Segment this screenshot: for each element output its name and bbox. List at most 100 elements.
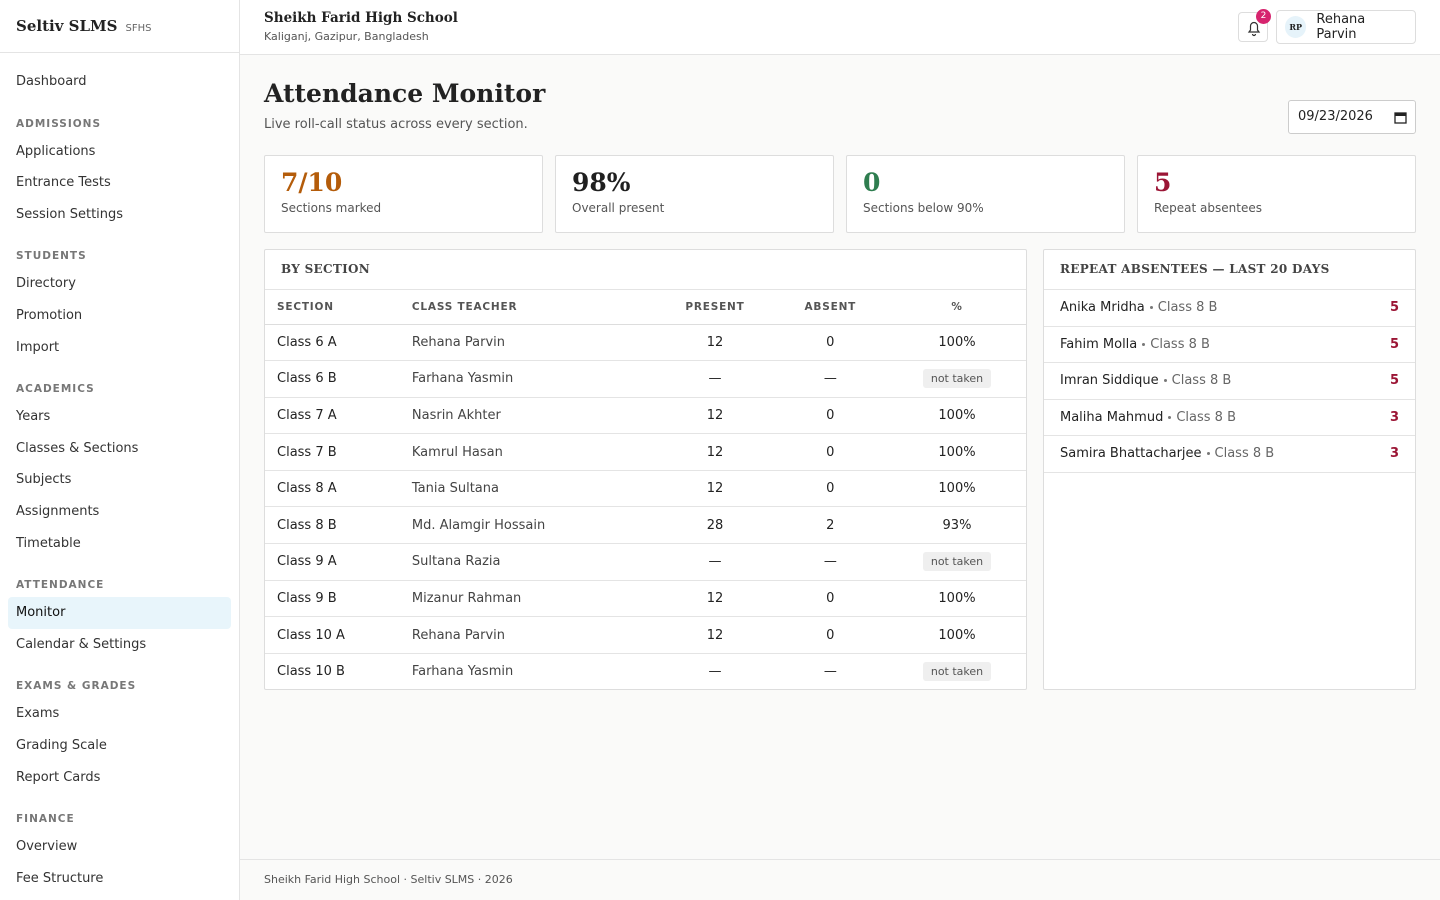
section: Class 9 B xyxy=(265,580,400,618)
column-header: CLASS TEACHER xyxy=(399,290,658,325)
absent: — xyxy=(772,360,888,398)
present: 12 xyxy=(657,580,773,618)
nav-group-label: EXAMS & GRADES xyxy=(16,680,137,693)
section-table: SECTION CLASS TEACHER PRESENT ABSENT% Class … xyxy=(265,290,1026,690)
separator-dot xyxy=(1168,415,1172,419)
nav-item[interactable]: Timetable xyxy=(16,535,81,551)
date-input[interactable]: 09/23/2026 xyxy=(1288,100,1416,134)
absence-count: 3 xyxy=(1389,409,1399,425)
table-row: Class 9 B Mizanur Rahman 12 0 100% xyxy=(265,580,1026,618)
student-class: Class 8 B xyxy=(1202,446,1275,462)
nav-group-label: STUDENTS xyxy=(16,250,87,263)
brand: Seltiv SLMS SFHS xyxy=(0,0,239,53)
percent-cell: not taken xyxy=(887,360,1026,398)
table-row: Class 6 B Farhana Yasmin — — not taken xyxy=(265,360,1026,398)
absent: — xyxy=(772,543,888,581)
nav-item[interactable]: Overview xyxy=(16,839,78,855)
user-menu[interactable]: RP Rehana Parvin xyxy=(1276,10,1416,44)
stat-value: 0 xyxy=(863,168,881,197)
nav-group-label: ATTENDANCE xyxy=(16,579,105,592)
absent: 2 xyxy=(772,506,888,545)
nav-item[interactable]: Import xyxy=(16,339,60,355)
nav-item[interactable]: Exams xyxy=(16,706,60,722)
nav-item[interactable]: Report Cards xyxy=(16,769,101,785)
percent-cell: 100% xyxy=(887,470,1026,508)
brand-name: Seltiv SLMS xyxy=(16,17,118,35)
nav-item[interactable]: Dashboard xyxy=(16,74,87,89)
present: 12 xyxy=(657,616,773,654)
stat-value: 98% xyxy=(572,168,631,197)
teacher: Md. Alamgir Hossain xyxy=(399,506,658,545)
present: — xyxy=(708,664,722,680)
notifications-button[interactable] xyxy=(1238,12,1268,42)
percent-cell: 100% xyxy=(887,580,1026,618)
absent: — xyxy=(823,664,837,680)
absent: 0 xyxy=(772,580,888,618)
section-card: BY SECTION SECTION CLASS TEACHER PRESENT AB… xyxy=(264,249,1027,690)
present: — xyxy=(657,543,773,581)
user-name: Rehana Parvin xyxy=(1316,12,1366,42)
page-title: Attendance Monitor xyxy=(264,79,546,108)
percent-cell: 100% xyxy=(887,433,1026,471)
stat-card: 98% Overall present xyxy=(555,155,834,233)
page-subtitle: Live roll-call status across every secti… xyxy=(264,117,528,132)
section: Class 8 B xyxy=(265,506,400,545)
nav-group-label: FINANCE xyxy=(16,813,75,826)
absence-count: 3 xyxy=(1389,446,1399,462)
table-row: Class 8 A Tania Sultana 12 0 100% xyxy=(265,470,1026,508)
table-row: Class 9 A Sultana Razia — — not taken xyxy=(265,543,1026,581)
section: Class 7 B xyxy=(265,433,400,471)
stat-label: Overall present xyxy=(572,201,665,215)
absent: 0 xyxy=(772,324,888,362)
stat-label: Sections marked xyxy=(281,201,382,215)
absentee-row: Anika Mridha Class 8 B 5 xyxy=(1044,290,1415,327)
notification-count: 2 xyxy=(1256,9,1271,24)
absent: 0 xyxy=(772,616,888,654)
teacher: Farhana Yasmin xyxy=(411,664,514,680)
nav-item[interactable]: Subjects xyxy=(16,472,72,488)
nav-item[interactable]: Promotion xyxy=(16,307,83,323)
stat-value: 7/10 xyxy=(281,168,343,197)
nav-item[interactable]: Monitor xyxy=(8,597,231,629)
nav-item[interactable]: Years xyxy=(16,409,51,425)
teacher: Sultana Razia xyxy=(399,543,658,581)
nav-item[interactable]: Grading Scale xyxy=(16,737,107,753)
bell-icon xyxy=(1247,21,1261,37)
stat-card: 7/10 Sections marked xyxy=(264,155,543,233)
nav-item[interactable]: Fee Structure xyxy=(16,870,104,886)
section: Class 8 A xyxy=(265,470,400,508)
separator-dot xyxy=(1206,452,1210,456)
class-name: Class 8 B xyxy=(1214,446,1275,462)
section: Class 6 A xyxy=(265,324,400,362)
absent: 0 xyxy=(772,397,888,435)
card-title: REPEAT ABSENTEES — LAST 20 DAYS xyxy=(1044,250,1415,290)
column-header: SECTION xyxy=(265,290,400,325)
teacher: Mizanur Rahman xyxy=(399,580,658,618)
user-initials: RP xyxy=(1285,16,1307,38)
stat-label: Repeat absentees xyxy=(1154,201,1262,215)
nav-item[interactable]: Directory xyxy=(16,276,76,292)
nav-item[interactable]: Assignments xyxy=(16,503,100,519)
table-row: Class 7 B Kamrul Hasan 12 0 100% xyxy=(265,433,1026,471)
nav-item[interactable]: Entrance Tests xyxy=(16,175,111,191)
student-class: Class 8 B xyxy=(1137,337,1210,352)
column-header: ABSENT xyxy=(772,290,888,325)
teacher: Nasrin Akhter xyxy=(399,397,658,435)
nav-item[interactable]: Session Settings xyxy=(16,206,124,222)
sidebar: Seltiv SLMS SFHS Dashboard ADMISSIONS Appli… xyxy=(0,0,240,900)
school-location: Kaliganj, Gazipur, Bangladesh xyxy=(264,30,429,43)
nav-item[interactable]: Calendar & Settings xyxy=(16,636,147,652)
absence-count: 5 xyxy=(1389,336,1399,352)
stat-value: 5 xyxy=(1154,168,1172,197)
percent-cell: not taken xyxy=(888,653,1026,690)
school-name: Sheikh Farid High School xyxy=(264,10,458,26)
nav-item[interactable]: Classes & Sections xyxy=(16,440,139,456)
column-header: % xyxy=(887,290,1026,325)
student-name: Samira Bhattacharjee xyxy=(1060,446,1202,462)
brand-code: SFHS xyxy=(125,23,152,34)
column-header: PRESENT xyxy=(657,290,773,325)
nav-item[interactable]: Applications xyxy=(16,143,96,159)
absence-count: 5 xyxy=(1389,300,1399,316)
teacher: Tania Sultana xyxy=(399,470,658,508)
teacher: Rehana Parvin xyxy=(399,616,658,654)
